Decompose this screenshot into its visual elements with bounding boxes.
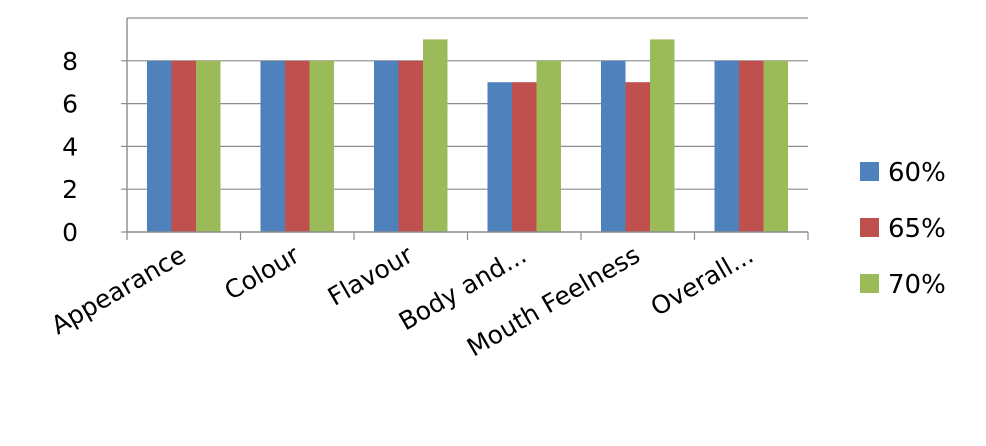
legend-swatch — [860, 274, 879, 293]
bar — [196, 60, 221, 232]
y-tick-label: 2 — [62, 175, 78, 204]
axes — [121, 18, 809, 240]
bar — [739, 60, 764, 232]
bar — [487, 82, 512, 232]
legend-swatch — [860, 218, 879, 237]
category-label: Flavour — [323, 240, 419, 312]
y-tick-label: 6 — [62, 90, 78, 119]
y-tick-labels: 0 2 4 6 8 — [62, 47, 78, 247]
bar — [512, 82, 537, 232]
legend-swatch — [860, 162, 879, 181]
y-tick-label: 4 — [62, 132, 78, 161]
bar — [601, 60, 626, 232]
bar — [285, 60, 310, 232]
y-tick-label: 8 — [62, 47, 78, 76]
category-label: Colour — [219, 240, 304, 306]
bar — [309, 60, 334, 232]
bar — [714, 60, 739, 232]
bar — [536, 60, 561, 232]
bar — [147, 60, 172, 232]
bars — [147, 39, 788, 233]
bar — [260, 60, 285, 232]
bar — [423, 39, 448, 233]
legend-label: 70% — [888, 270, 946, 300]
gridlines — [127, 17, 808, 190]
bar — [171, 60, 196, 232]
y-tick-label: 0 — [62, 218, 78, 247]
legend: 60% 65% 70% — [860, 158, 946, 300]
bar — [398, 60, 423, 232]
legend-label: 65% — [888, 214, 946, 244]
bar — [625, 82, 650, 232]
legend-label: 60% — [888, 158, 946, 188]
bar — [374, 60, 399, 232]
category-label: Overall... — [646, 240, 759, 322]
bar — [650, 39, 675, 233]
category-label: Appearance — [46, 240, 191, 340]
bar — [763, 60, 788, 232]
